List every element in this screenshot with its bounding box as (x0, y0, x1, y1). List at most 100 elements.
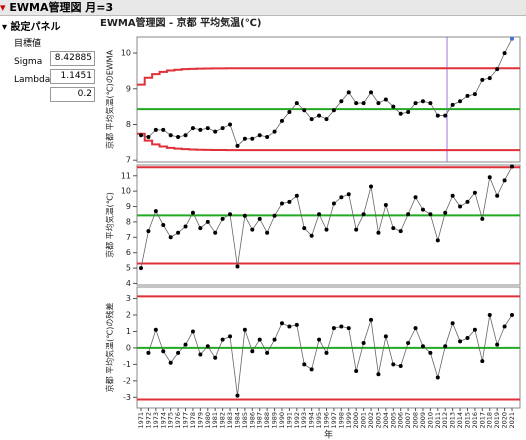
data-point (510, 164, 514, 169)
data-point (383, 97, 388, 102)
data-point (420, 99, 425, 104)
data-point (213, 355, 218, 360)
data-point (139, 266, 143, 271)
data-point (383, 334, 388, 339)
y-tick-label: 8 (126, 217, 131, 226)
data-point (346, 192, 351, 197)
setting-label: Lambda (14, 75, 51, 85)
data-point (190, 210, 195, 215)
setting-value[interactable]: 1.1451 (50, 69, 95, 84)
data-point (435, 375, 440, 380)
data-point (198, 127, 203, 132)
data-point (450, 102, 455, 107)
data-point (161, 127, 166, 132)
data-point (176, 135, 181, 139)
setting-row: Sigma 1.1451 (14, 56, 95, 84)
data-point (487, 175, 492, 180)
data-point (369, 90, 374, 95)
data-point (153, 127, 158, 132)
data-point (176, 230, 181, 235)
data-point (235, 143, 240, 148)
y-tick-label: 7 (126, 233, 131, 242)
y-tick-label: 8 (126, 120, 131, 129)
data-point (354, 368, 359, 373)
setting-value[interactable]: 8.42885 (50, 51, 95, 66)
x-tick-label: 2016 (471, 412, 479, 429)
setting-value[interactable]: 0.2 (50, 87, 95, 102)
x-tick-label: 1984 (233, 412, 241, 429)
x-tick-label: 2005 (389, 412, 397, 429)
data-point (146, 229, 151, 234)
data-point (391, 362, 396, 367)
x-tick-label: 2008 (412, 412, 420, 429)
data-point (176, 350, 181, 355)
x-tick-label: 1998 (337, 412, 345, 429)
data-point (406, 212, 411, 217)
data-point (428, 101, 433, 106)
y-tick-label: 7 (126, 156, 131, 165)
data-point (139, 133, 143, 138)
data-point (480, 77, 485, 82)
x-tick-label: 2010 (426, 412, 434, 429)
data-point (294, 322, 299, 327)
y-axis-label: 京都 平均気温(℃)の残差 (105, 303, 115, 393)
data-point (324, 350, 329, 355)
data-point (391, 226, 396, 231)
data-point (287, 324, 292, 329)
x-tick-label: 1993 (300, 412, 308, 429)
data-point (339, 99, 344, 104)
x-tick-label: 2004 (382, 412, 390, 429)
data-point (502, 51, 507, 56)
data-point (213, 129, 218, 134)
x-tick-label: 2017 (478, 412, 486, 429)
data-point (190, 329, 195, 334)
plot-frame (136, 36, 521, 163)
y-tick-label: 10 (121, 49, 131, 58)
data-point (257, 133, 262, 138)
data-point (272, 337, 277, 342)
data-point (331, 108, 336, 113)
header: ▾ EWMA管理図 月=3 (0, 0, 526, 16)
data-point (272, 213, 277, 218)
data-point (220, 126, 225, 131)
data-point (510, 36, 514, 41)
data-point (502, 324, 507, 329)
data-point (205, 344, 210, 349)
x-tick-label: 2012 (441, 412, 449, 429)
data-point (495, 342, 500, 347)
data-point (220, 216, 225, 221)
x-tick-label: 1976 (174, 412, 182, 429)
x-tick-label: 1996 (323, 412, 331, 429)
data-point (242, 327, 247, 332)
data-point (369, 317, 374, 322)
data-point (294, 193, 299, 198)
data-point (487, 76, 492, 81)
data-point (413, 101, 418, 106)
x-tick-label: 2019 (493, 412, 501, 429)
data-point (495, 193, 500, 198)
x-tick-label: 2003 (374, 412, 382, 429)
data-point (443, 113, 448, 118)
data-point (228, 212, 233, 217)
menu-icon[interactable]: ▾ (0, 1, 6, 14)
data-point (309, 367, 314, 372)
data-point (361, 101, 366, 106)
data-point (309, 233, 314, 238)
data-point (398, 364, 403, 369)
x-tick-label: 1989 (271, 412, 279, 429)
x-tick-label: 1999 (345, 412, 353, 429)
data-point (279, 118, 284, 123)
data-point (183, 224, 188, 229)
data-point (183, 133, 188, 138)
y-tick-label: 6 (126, 248, 131, 257)
x-tick-label: 2014 (456, 412, 464, 429)
data-point (317, 113, 322, 118)
data-point (391, 104, 396, 109)
data-point (324, 227, 329, 232)
x-tick-label: 1974 (159, 412, 167, 429)
x-tick-label: 1979 (196, 412, 204, 429)
data-point (465, 93, 470, 98)
data-point (213, 230, 218, 235)
data-point (250, 136, 255, 141)
